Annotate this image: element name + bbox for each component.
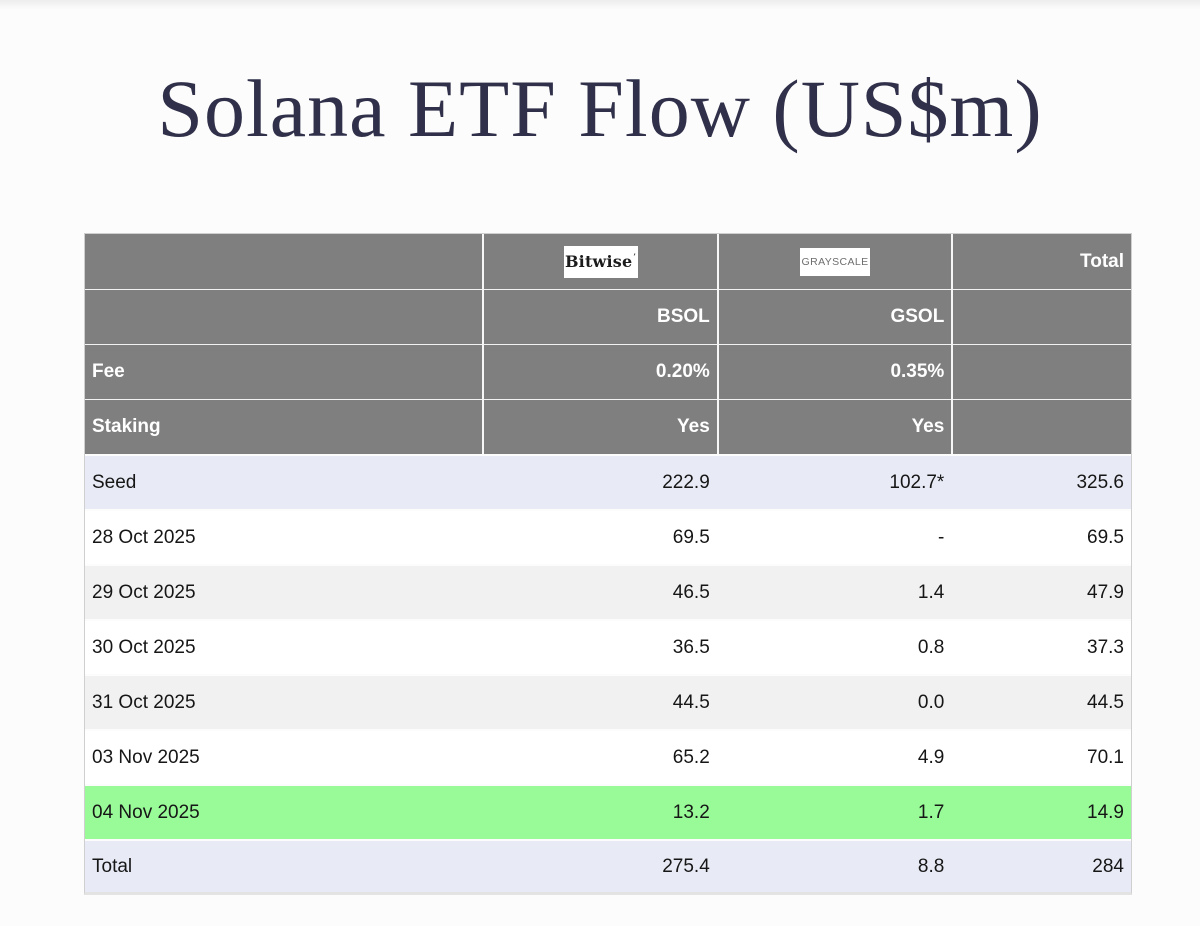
total-value: 284 [1092,855,1124,877]
top-edge-artifact [0,0,1200,9]
total-value: 325.6 [1076,471,1124,493]
row-label: Seed [92,471,137,493]
bsol-value: 65.2 [672,746,710,768]
table-row-total: Total 275.4 8.8 284 [85,839,1131,892]
header-row-staking: Staking Yes Yes [85,399,1131,454]
total-value: 44.5 [1087,691,1124,713]
row-label: Total [92,855,133,877]
total-value: 37.3 [1087,636,1124,658]
solana-etf-flow-table: Bitwise’ GRAYSCALE Total BSOL GSOL Fee 0… [84,233,1132,895]
gsol-ticker-header: GSOL [716,289,952,344]
bsol-value: 222.9 [662,471,710,493]
row-label: 30 Oct 2025 [92,636,196,658]
staking-label: Staking [85,399,483,454]
bsol-value: 36.5 [672,636,710,658]
row-label: 29 Oct 2025 [92,581,196,603]
bsol-value: 69.5 [672,526,710,548]
gsol-value: 102.7* [889,471,945,493]
staking-bsol-value: Yes [482,399,717,454]
total-column-header: Total [951,234,1131,289]
table-row-30-oct: 30 Oct 2025 36.5 0.8 37.3 [85,619,1131,674]
row-label: 03 Nov 2025 [92,746,200,768]
table-row-31-oct: 31 Oct 2025 44.5 0.0 44.5 [85,674,1131,729]
fee-bsol-value: 0.20% [482,344,717,399]
table-row-29-oct: 29 Oct 2025 46.5 1.4 47.9 [85,564,1131,619]
bitwise-logo: Bitwise’ [563,245,638,278]
gsol-value: 0.0 [917,691,945,713]
bsol-ticker-header: BSOL [482,289,717,344]
header-row-tickers: BSOL GSOL [85,289,1131,344]
page-title: Solana ETF Flow (US$m) [157,63,1043,154]
total-value: 70.1 [1087,746,1124,768]
row-label: 31 Oct 2025 [92,691,196,713]
gsol-value: - [938,526,945,548]
bitwise-logo-text: Bitwise [564,252,633,271]
staking-gsol-value: Yes [716,399,952,454]
total-value: 47.9 [1087,581,1124,603]
header-row-logos: Bitwise’ GRAYSCALE Total [85,234,1131,289]
table-row-28-oct: 28 Oct 2025 69.5 - 69.5 [85,509,1131,564]
grayscale-logo: GRAYSCALE [800,247,871,276]
total-value: 14.9 [1087,801,1124,823]
total-value: 69.5 [1087,526,1124,548]
table-row-04-nov-highlighted: 04 Nov 2025 13.2 1.7 14.9 [85,784,1131,839]
bsol-value: 46.5 [672,581,710,603]
table-row-seed: Seed 222.9 102.7* 325.6 [85,454,1131,509]
row-label: 28 Oct 2025 [92,526,196,548]
fee-gsol-value: 0.35% [716,344,952,399]
table-row-03-nov: 03 Nov 2025 65.2 4.9 70.1 [85,729,1131,784]
header-row-fee: Fee 0.20% 0.35% [85,344,1131,399]
gsol-value: 0.8 [917,636,945,658]
fee-label: Fee [85,344,483,399]
gsol-value: 1.7 [917,801,945,823]
bsol-value: 13.2 [672,801,710,823]
bsol-value: 275.4 [662,855,710,877]
gsol-value: 8.8 [917,855,945,877]
header-empty-cell [85,234,482,289]
bsol-value: 44.5 [672,691,710,713]
gsol-value: 1.4 [917,581,945,603]
gsol-value: 4.9 [917,746,945,768]
row-label: 04 Nov 2025 [92,801,200,823]
